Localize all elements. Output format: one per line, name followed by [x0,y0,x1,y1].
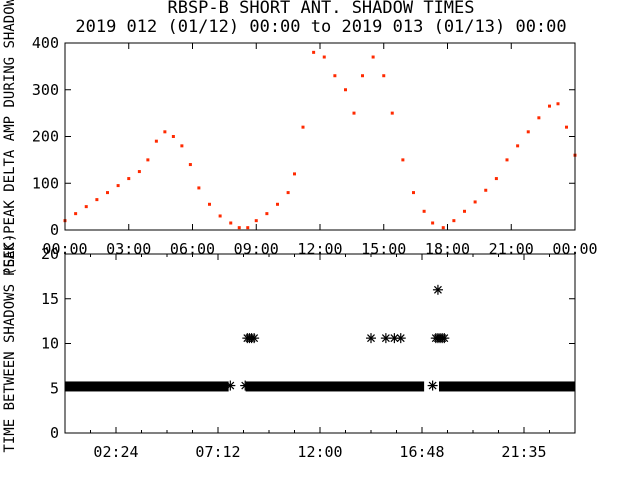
amplitude-point [116,184,120,188]
amplitude-point [441,226,445,230]
amplitude-point [412,191,415,195]
amplitude-point [127,177,131,181]
amplitude-point [333,74,337,78]
amplitude-point [301,125,305,129]
amplitude-point [237,226,241,230]
amplitude-point [537,116,541,120]
top-y-tick-label: 200 [32,128,59,146]
top-x-tick-label: 21:00 [489,240,534,258]
top-y-tick-label: 400 [32,34,59,52]
interval-point [225,380,236,391]
interval-point [380,333,391,344]
amplitude-point [505,158,509,162]
amplitude-point [180,144,184,148]
shadow-interval-panel: 02:24 07:12 12:00 16:48 21:35 0 5 10 15 20 TIME B… [2,233,576,461]
amplitude-point [322,55,326,59]
bottom-plot-frame [64,253,576,434]
amplitude-point [565,125,568,129]
interval-point [432,284,443,295]
bottom-x-tick-label: 12:00 [297,443,342,461]
amplitude-point [188,163,192,167]
amplitude-point [197,186,201,190]
bottom-y-axis-label: TIME BETWEEN SHADOWS (SEC) [2,233,18,452]
amplitude-point [246,226,250,230]
amplitude-point [361,74,364,78]
amplitude-point [473,200,477,204]
bottom-y-tick-label: 5 [50,379,59,397]
top-axis-ticks: 00:00 03:00 06:00 09:00 12:00 15:00 18:00 21:00… [32,34,598,258]
amplitude-point [84,205,88,209]
title-line-1: RBSP-B SHORT ANT. SHADOW TIMES [167,0,474,18]
bottom-y-tick-label: 20 [41,245,59,263]
interval-point [395,333,406,344]
bottom-axis-ticks: 02:24 07:12 12:00 16:48 21:35 0 5 10 15 20 [41,245,576,461]
interval-point [427,380,438,391]
top-x-tick-label: 03:00 [106,240,151,258]
amplitude-point [548,104,551,108]
amplitude-point [463,209,466,213]
amplitude-point [352,111,356,115]
amplitude-point [146,158,150,162]
amplitude-point [431,221,435,225]
amplitude-point [382,74,386,78]
amplitude-points [63,50,577,230]
amplitude-point [516,144,520,148]
bottom-y-tick-label: 15 [41,290,59,308]
amplitude-point [106,191,109,195]
interval-baseline-band [245,381,425,392]
top-x-tick-label: 15:00 [361,240,406,258]
amplitude-point [484,188,488,192]
top-y-tick-label: 300 [32,81,59,99]
amplitude-point [229,221,233,225]
amplitude-point [286,191,290,195]
interval-baseline-band [439,381,575,392]
amplitude-point [293,172,296,176]
amplitude-point [312,50,316,54]
top-x-tick-label: 09:00 [234,240,279,258]
bottom-x-tick-label: 07:12 [195,443,240,461]
top-y-tick-label: 0 [50,221,59,239]
amplitude-point [208,202,211,206]
interval-point [439,333,450,344]
amplitude-point [494,177,498,181]
top-plot-frame [64,42,576,231]
amplitude-point [171,135,175,138]
amplitude-point [390,111,394,115]
interval-point [366,333,376,344]
amplitude-point [371,55,375,59]
amplitude-point [154,139,158,143]
amplitude-point [254,219,258,223]
amplitude-point [265,212,269,216]
amplitude-point [95,198,99,202]
top-y-axis-label: PEAK-PEAK DELTA AMP DURING SHADOW [2,0,18,276]
interval-point [249,333,260,344]
top-y-tick-label: 100 [32,174,59,192]
amplitude-point [422,209,426,213]
amplitude-point [526,130,530,134]
amplitude-point [556,102,560,106]
interval-point [240,380,251,391]
amplitude-point [74,212,78,216]
bottom-x-tick-label: 02:24 [93,443,138,461]
bottom-x-tick-label: 16:48 [399,443,444,461]
amplitude-point [137,170,141,174]
bottom-y-tick-label: 10 [41,335,59,353]
bottom-y-tick-label: 0 [50,424,59,442]
amplitude-point [163,130,167,134]
amplitude-point [452,219,456,223]
amplitude-point [401,158,405,162]
amplitude-point [344,88,347,92]
interval-baseline-band [65,381,229,392]
shadow-amplitude-panel: 00:00 03:00 06:00 09:00 12:00 15:00 18:00 21:00… [2,0,598,276]
amplitude-point [276,202,279,206]
title-line-2: 2019 012 (01/12) 00:00 to 2019 013 (01/1… [75,17,566,37]
amplitude-point [218,214,222,218]
interval-points [65,284,575,392]
bottom-x-tick-label: 21:35 [501,443,546,461]
